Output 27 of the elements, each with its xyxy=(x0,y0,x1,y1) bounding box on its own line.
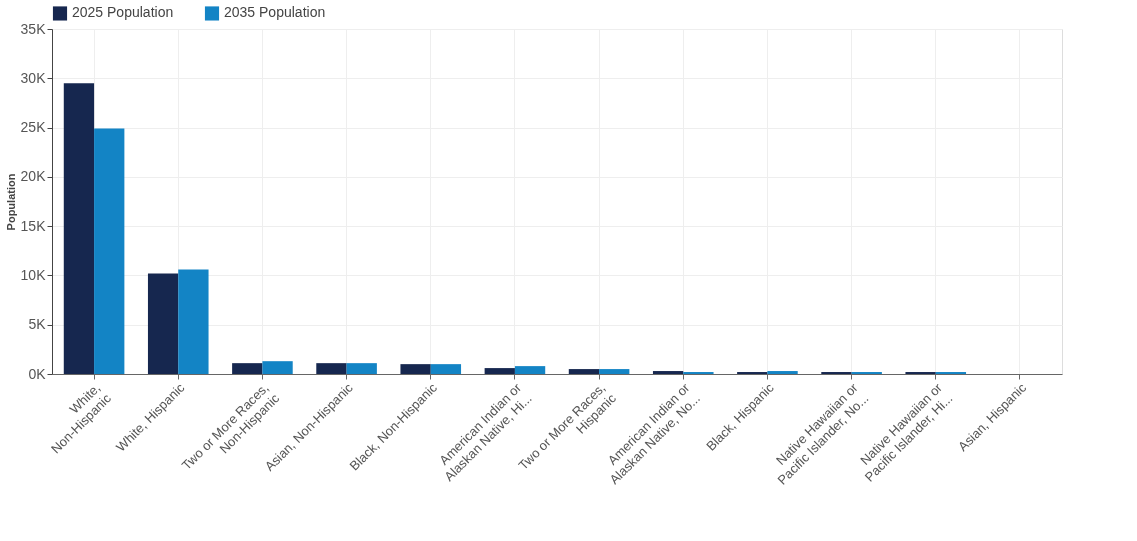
bar xyxy=(262,361,293,374)
y-tick-label: 15K xyxy=(20,217,47,234)
bar xyxy=(599,369,630,374)
y-axis-title: Population xyxy=(4,173,17,231)
y-tick-label: 0K xyxy=(28,365,47,382)
bar xyxy=(767,371,798,374)
bar xyxy=(316,363,347,374)
legend-label: 2025 Population xyxy=(72,4,174,21)
bar xyxy=(178,269,209,374)
bar xyxy=(400,364,431,374)
y-tick-label: 10K xyxy=(20,266,47,283)
y-tick-label: 30K xyxy=(20,69,47,86)
bar xyxy=(346,363,377,374)
bar xyxy=(514,366,546,374)
bar xyxy=(568,369,600,374)
bar xyxy=(63,83,95,374)
legend-label: 2035 Population xyxy=(224,4,326,21)
bar xyxy=(94,128,125,374)
y-tick-label: 35K xyxy=(20,20,47,37)
y-tick-label: 20K xyxy=(20,168,47,185)
bar xyxy=(652,371,684,374)
y-tick-label: 25K xyxy=(20,119,47,136)
bar xyxy=(232,363,263,374)
bar xyxy=(147,273,179,374)
bar xyxy=(430,364,462,374)
y-tick-label: 5K xyxy=(28,316,47,333)
bar xyxy=(484,368,515,374)
